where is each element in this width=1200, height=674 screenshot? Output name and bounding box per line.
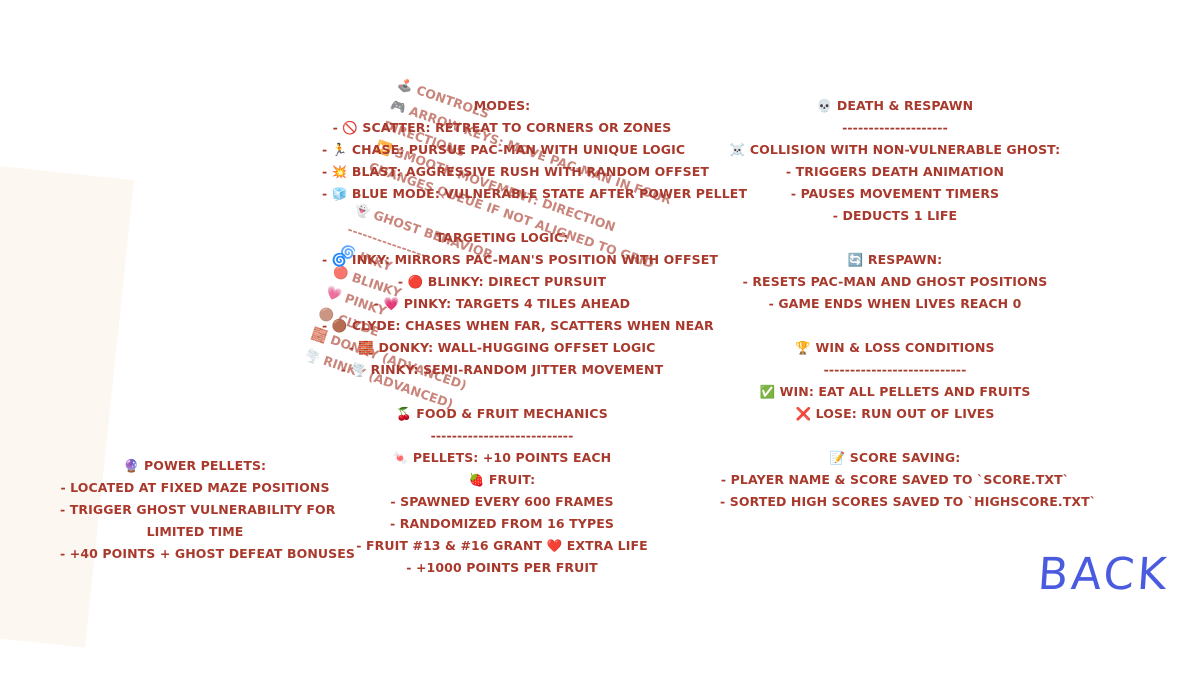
food-line: - SPAWNED EVERY 600 FRAMES [390, 494, 614, 509]
power-pellets-line: - +40 POINTS + GHOST DEFEAT BONUSES [60, 546, 355, 561]
targeting-line: - 🌪️ RINKY: SEMI-RANDOM JITTER MOVEMENT [340, 362, 664, 377]
food-line: 🍬 PELLETS: +10 POINTS EACH [392, 450, 612, 465]
targeting-line: - 🟤 CLYDE: CHASES WHEN FAR, SCATTERS WHE… [322, 318, 714, 333]
power-pellets-line: - LOCATED AT FIXED MAZE POSITIONS [60, 480, 330, 495]
section-spacer [720, 315, 1070, 337]
mode-line: - 💥 BLAST: AGGRESSIVE RUSH WITH RANDOM O… [322, 164, 710, 179]
food-line: - FRUIT #13 & #16 GRANT ❤️ EXTRA LIFE [356, 538, 648, 553]
win-line: ✅ WIN: EAT ALL PELLETS AND FRUITS [759, 384, 1031, 399]
death-heading: 💀 DEATH & RESPAWN [816, 98, 974, 113]
food-line: - RANDOMIZED FROM 16 TYPES [390, 516, 614, 531]
death-line: - PAUSES MOVEMENT TIMERS [790, 186, 1000, 201]
death-divider: -------------------- [842, 120, 948, 135]
food-line: 🍓 FRUIT: [468, 472, 536, 487]
section-spacer [720, 227, 1070, 249]
background-wash [0, 162, 135, 648]
win-loss-divider: --------------------------- [823, 362, 967, 377]
respawn-heading: 🔄 RESPAWN: [847, 252, 943, 267]
mode-line: - 🚫 SCATTER: RETREAT TO CORNERS OR ZONES [332, 120, 672, 135]
score-saving-heading: 📝 SCORE SAVING: [829, 450, 961, 465]
targeting-line: - 💗 PINKY: TARGETS 4 TILES AHEAD [373, 296, 631, 311]
back-button[interactable]: BACK [1036, 549, 1171, 600]
modes-and-food-section: MODES: - 🚫 SCATTER: RETREAT TO CORNERS O… [322, 95, 748, 579]
power-pellets-line: LIMITED TIME [146, 524, 244, 539]
power-pellets-section: 🔮 POWER PELLETS: - LOCATED AT FIXED MAZE… [60, 455, 355, 565]
lose-line: ❌ LOSE: RUN OUT OF LIVES [795, 406, 995, 421]
power-pellets-heading: 🔮 POWER PELLETS: [123, 458, 267, 473]
targeting-line: - 🧱 DONKY: WALL-HUGGING OFFSET LOGIC [348, 340, 656, 355]
win-loss-heading: 🏆 WIN & LOSS CONDITIONS [795, 340, 995, 355]
score-saving-line: - SORTED HIGH SCORES SAVED TO `HIGHSCORE… [720, 494, 1097, 509]
respawn-line: - RESETS PAC-MAN AND GHOST POSITIONS [742, 274, 1048, 289]
death-line: - DEDUCTS 1 LIFE [832, 208, 958, 223]
modes-heading: MODES: [473, 98, 531, 113]
section-spacer [322, 205, 682, 227]
death-respawn-section: 💀 DEATH & RESPAWN -------------------- ☠… [720, 95, 1097, 513]
power-pellets-line: - TRIGGER GHOST VULNERABILITY FOR [60, 502, 336, 517]
mode-line: - 🏃 CHASE: PURSUE PAC-MAN WITH UNIQUE LO… [322, 142, 686, 157]
food-heading: 🍒 FOOD & FRUIT MECHANICS [396, 406, 608, 421]
food-divider: --------------------------- [430, 428, 574, 443]
section-spacer [322, 381, 682, 403]
targeting-line: - 🔴 BLINKY: DIRECT PURSUIT [397, 274, 607, 289]
score-saving-line: - PLAYER NAME & SCORE SAVED TO `SCORE.TX… [720, 472, 1070, 487]
targeting-line: - 🌀 INKY: MIRRORS PAC-MAN'S POSITION WIT… [322, 252, 719, 267]
section-spacer [720, 425, 1070, 447]
mode-line: - 🧊 BLUE MODE: VULNERABLE STATE AFTER PO… [322, 186, 748, 201]
targeting-heading: TARGETING LOGIC: [435, 230, 569, 245]
death-line: ☠️ COLLISION WITH NON-VULNERABLE GHOST: [729, 142, 1061, 157]
respawn-line: - GAME ENDS WHEN LIVES REACH 0 [768, 296, 1022, 311]
death-line: - TRIGGERS DEATH ANIMATION [785, 164, 1005, 179]
food-line: - +1000 POINTS PER FRUIT [406, 560, 598, 575]
